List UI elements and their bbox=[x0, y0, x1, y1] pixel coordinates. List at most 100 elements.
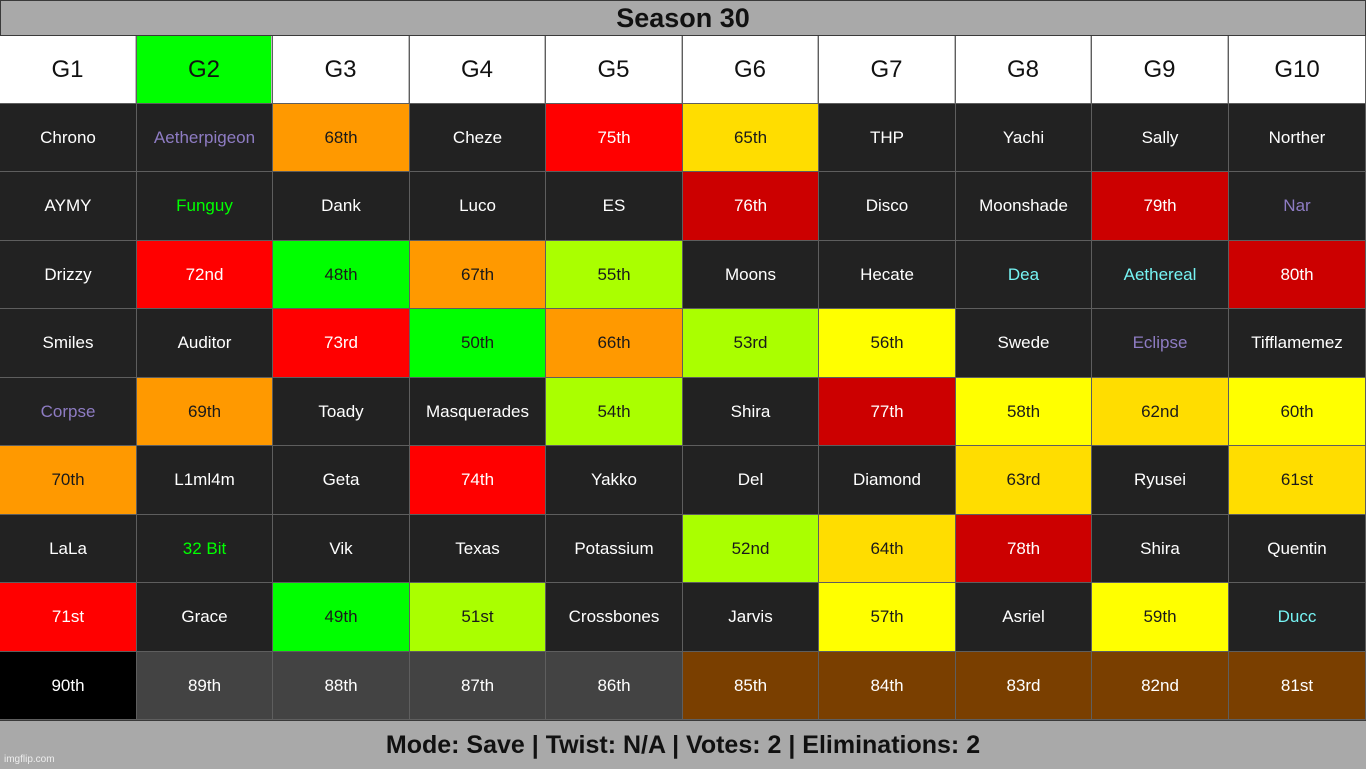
contestant-cell: L1ml4m bbox=[137, 446, 272, 514]
placement-cell: 55th bbox=[546, 241, 682, 308]
contestant-cell: Vik bbox=[273, 515, 409, 582]
contestant-cell: Sally bbox=[1092, 104, 1228, 171]
placement-cell: 82nd bbox=[1092, 652, 1228, 719]
group-header-g4: G4 bbox=[410, 36, 545, 103]
contestant-cell: Moonshade bbox=[956, 172, 1091, 240]
contestant-cell: Eclipse bbox=[1092, 309, 1228, 377]
placement-cell: 53rd bbox=[683, 309, 818, 377]
contestant-cell: Funguy bbox=[137, 172, 272, 240]
contestant-cell: Nar bbox=[1229, 172, 1365, 240]
contestant-cell: Aetherpigeon bbox=[137, 104, 272, 171]
placement-cell: 74th bbox=[410, 446, 545, 514]
contestant-cell: Luco bbox=[410, 172, 545, 240]
contestant-cell: Ducc bbox=[1229, 583, 1365, 651]
placement-cell: 54th bbox=[546, 378, 682, 445]
placement-cell: 87th bbox=[410, 652, 545, 719]
placement-cell: 58th bbox=[956, 378, 1091, 445]
placement-cell: 83rd bbox=[956, 652, 1091, 719]
contestant-cell: Disco bbox=[819, 172, 955, 240]
contestant-cell: Corpse bbox=[0, 378, 136, 445]
contestant-cell: Chrono bbox=[0, 104, 136, 171]
placement-cell: 62nd bbox=[1092, 378, 1228, 445]
group-header-g1: G1 bbox=[0, 36, 136, 103]
placement-cell: 61st bbox=[1229, 446, 1365, 514]
placement-cell: 84th bbox=[819, 652, 955, 719]
placement-cell: 85th bbox=[683, 652, 818, 719]
contestant-cell: Ryusei bbox=[1092, 446, 1228, 514]
contestant-cell: Yachi bbox=[956, 104, 1091, 171]
contestant-cell: Shira bbox=[683, 378, 818, 445]
placement-cell: 90th bbox=[0, 652, 136, 719]
placement-cell: 65th bbox=[683, 104, 818, 171]
placement-cell: 66th bbox=[546, 309, 682, 377]
group-header-g6: G6 bbox=[683, 36, 818, 103]
contestant-cell: Cheze bbox=[410, 104, 545, 171]
placement-cell: 73rd bbox=[273, 309, 409, 377]
contestant-cell: Dea bbox=[956, 241, 1091, 308]
group-header-g8: G8 bbox=[956, 36, 1091, 103]
contestant-cell: THP bbox=[819, 104, 955, 171]
contestant-cell: Yakko bbox=[546, 446, 682, 514]
placement-cell: 80th bbox=[1229, 241, 1365, 308]
contestant-cell: Shira bbox=[1092, 515, 1228, 582]
contestant-cell: AYMY bbox=[0, 172, 136, 240]
placement-cell: 51st bbox=[410, 583, 545, 651]
group-header-g5: G5 bbox=[546, 36, 682, 103]
contestant-cell: Tifflamemez bbox=[1229, 309, 1365, 377]
contestant-cell: Asriel bbox=[956, 583, 1091, 651]
contestant-cell: Norther bbox=[1229, 104, 1365, 171]
placement-cell: 75th bbox=[546, 104, 682, 171]
contestant-cell: Jarvis bbox=[683, 583, 818, 651]
placement-cell: 64th bbox=[819, 515, 955, 582]
contestant-cell: Hecate bbox=[819, 241, 955, 308]
placement-grid: Chrono Aetherpigeon 68th Cheze 75th 65th THP Ya… bbox=[0, 104, 1366, 720]
contestant-cell: Diamond bbox=[819, 446, 955, 514]
group-header-g9: G9 bbox=[1092, 36, 1228, 103]
placement-cell: 72nd bbox=[137, 241, 272, 308]
contestant-cell: Swede bbox=[956, 309, 1091, 377]
placement-cell: 70th bbox=[0, 446, 136, 514]
placement-cell: 56th bbox=[819, 309, 955, 377]
placement-cell: 78th bbox=[956, 515, 1091, 582]
placement-cell: 71st bbox=[0, 583, 136, 651]
contestant-cell: ES bbox=[546, 172, 682, 240]
contestant-cell: Grace bbox=[137, 583, 272, 651]
placement-cell: 59th bbox=[1092, 583, 1228, 651]
contestant-cell: Toady bbox=[273, 378, 409, 445]
contestant-cell: Del bbox=[683, 446, 818, 514]
contestant-cell: Drizzy bbox=[0, 241, 136, 308]
group-header-g10: G10 bbox=[1229, 36, 1365, 103]
contestant-cell: Aethereal bbox=[1092, 241, 1228, 308]
placement-cell: 76th bbox=[683, 172, 818, 240]
contestant-cell: Auditor bbox=[137, 309, 272, 377]
imgflip-watermark: imgflip.com bbox=[4, 754, 55, 765]
placement-cell: 88th bbox=[273, 652, 409, 719]
placement-cell: 79th bbox=[1092, 172, 1228, 240]
placement-cell: 63rd bbox=[956, 446, 1091, 514]
contestant-cell: 32 Bit bbox=[137, 515, 272, 582]
placement-cell: 89th bbox=[137, 652, 272, 719]
placement-cell: 57th bbox=[819, 583, 955, 651]
contestant-cell: LaLa bbox=[0, 515, 136, 582]
placement-cell: 68th bbox=[273, 104, 409, 171]
contestant-cell: Quentin bbox=[1229, 515, 1365, 582]
placement-cell: 52nd bbox=[683, 515, 818, 582]
season-settings-footer: Mode: Save | Twist: N/A | Votes: 2 | Eli… bbox=[0, 720, 1366, 769]
contestant-cell: Texas bbox=[410, 515, 545, 582]
placement-cell: 50th bbox=[410, 309, 545, 377]
group-header-row: G1 G2 G3 G4 G5 G6 G7 G8 G9 G10 bbox=[0, 36, 1366, 104]
placement-cell: 60th bbox=[1229, 378, 1365, 445]
group-header-g3: G3 bbox=[273, 36, 409, 103]
contestant-cell: Crossbones bbox=[546, 583, 682, 651]
contestant-cell: Smiles bbox=[0, 309, 136, 377]
contestant-cell: Dank bbox=[273, 172, 409, 240]
placement-cell: 48th bbox=[273, 241, 409, 308]
group-header-g2: G2 bbox=[137, 36, 272, 103]
contestant-cell: Potassium bbox=[546, 515, 682, 582]
placement-cell: 77th bbox=[819, 378, 955, 445]
group-header-g7: G7 bbox=[819, 36, 955, 103]
placement-cell: 49th bbox=[273, 583, 409, 651]
placement-cell: 67th bbox=[410, 241, 545, 308]
contestant-cell: Masquerades bbox=[410, 378, 545, 445]
